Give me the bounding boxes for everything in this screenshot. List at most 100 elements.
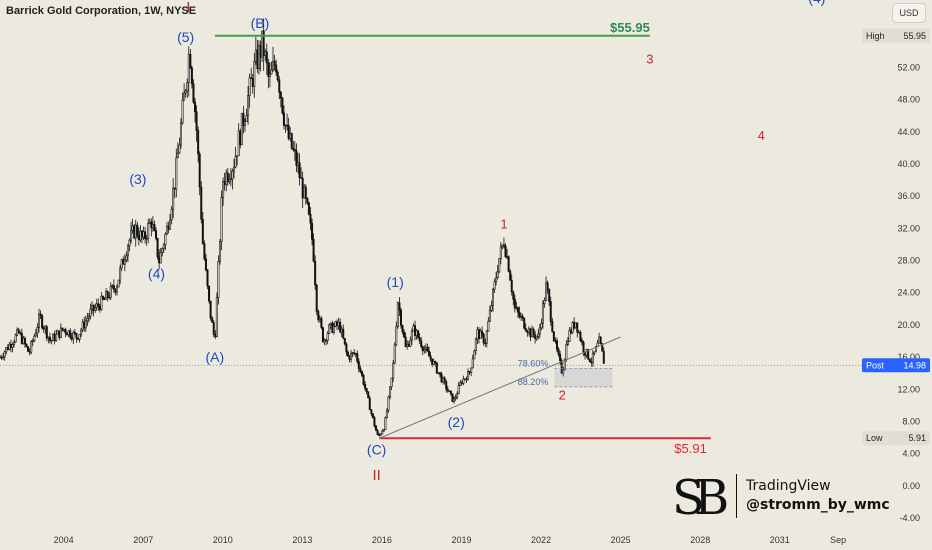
- candle-body: [306, 197, 309, 204]
- candle-body: [314, 260, 317, 286]
- candle-body: [487, 320, 490, 332]
- candle-body: [290, 133, 293, 149]
- candle-body: [389, 386, 392, 398]
- candle-body: [251, 78, 254, 87]
- candle-body: [538, 327, 541, 335]
- candle-body: [562, 369, 565, 374]
- candle-body: [97, 303, 100, 307]
- candle-body: [537, 333, 540, 337]
- candle-body: [48, 336, 51, 341]
- candle-body: [381, 430, 384, 435]
- candle-body: [194, 101, 197, 113]
- candle-body: [36, 327, 39, 334]
- candle-body: [470, 367, 473, 373]
- candle-body: [520, 316, 523, 318]
- candle-body: [456, 393, 459, 398]
- candle-body: [165, 225, 168, 235]
- candle-body: [490, 305, 493, 311]
- wave-label: 3: [646, 52, 653, 67]
- svg-text:55.95: 55.95: [903, 31, 926, 41]
- candle-body: [445, 381, 448, 390]
- candle-body: [147, 223, 150, 239]
- candle-body: [498, 258, 501, 273]
- candle-body: [582, 341, 585, 354]
- candle-body: [414, 325, 417, 336]
- candle-body: [243, 121, 246, 126]
- candle-body: [484, 342, 487, 345]
- candle-body: [410, 330, 413, 341]
- y-axis-tick-label: 44.00: [897, 127, 920, 137]
- candle-body: [136, 224, 139, 236]
- candle-body: [286, 124, 289, 127]
- candle-body: [473, 350, 476, 360]
- candle-body: [47, 336, 50, 339]
- candle-body: [385, 409, 388, 419]
- candle-body: [532, 328, 535, 336]
- candle-body: [262, 30, 265, 57]
- candle-body: [173, 187, 176, 190]
- candle-body: [223, 181, 226, 185]
- candle-body: [19, 332, 22, 334]
- candle-body: [434, 361, 437, 364]
- candle-body: [273, 61, 276, 66]
- candle-body: [516, 307, 519, 313]
- candle-body: [373, 417, 376, 427]
- candle-body: [559, 353, 562, 361]
- candle-body: [307, 202, 310, 215]
- candle-body: [11, 344, 14, 348]
- candle-body: [14, 334, 17, 343]
- brand-divider: [736, 474, 737, 518]
- candle-body: [175, 157, 178, 190]
- x-axis-tick-label: 2004: [54, 535, 74, 545]
- y-axis-tick-label: 4.00: [902, 449, 920, 459]
- y-axis-tick-label: 52.00: [897, 63, 920, 73]
- candle-body: [34, 332, 37, 337]
- candle-body: [8, 344, 11, 350]
- candle-body: [55, 333, 58, 342]
- candle-body: [267, 62, 270, 77]
- candle-body: [2, 356, 5, 359]
- candle-body: [329, 322, 332, 326]
- candle-body: [459, 382, 462, 386]
- candle-body: [421, 346, 424, 352]
- candle-body: [77, 337, 80, 340]
- candle-body: [460, 382, 463, 384]
- svg-text:Post: Post: [866, 360, 885, 370]
- candle-body: [598, 336, 601, 344]
- candle-body: [176, 152, 179, 159]
- candle-body: [172, 187, 175, 210]
- candle-body: [83, 321, 86, 329]
- y-axis-tick-label: 16.00: [897, 352, 920, 362]
- candle-body: [225, 172, 228, 185]
- candle-body: [442, 377, 445, 383]
- candle-body: [75, 333, 78, 339]
- candle-body: [270, 69, 273, 75]
- low-price-badge: Low 5.91: [862, 431, 930, 446]
- y-axis-tick-label: 20.00: [897, 320, 920, 330]
- candle-body: [66, 332, 69, 336]
- candle-body: [167, 225, 170, 230]
- candle-body: [69, 330, 72, 338]
- candle-body: [23, 337, 26, 345]
- candle-body: [203, 243, 206, 260]
- currency-button[interactable]: USD: [892, 3, 926, 23]
- candle-body: [585, 349, 588, 356]
- candle-body: [237, 130, 240, 157]
- candle-body: [462, 378, 465, 384]
- candle-body: [560, 360, 563, 374]
- candle-body: [367, 391, 370, 399]
- candle-body: [362, 375, 365, 385]
- trendline[interactable]: [379, 336, 621, 439]
- candle-body: [415, 330, 418, 336]
- candle-body: [521, 316, 524, 319]
- candle-body: [393, 344, 396, 364]
- candle-body: [257, 45, 260, 70]
- candle-body: [588, 358, 591, 362]
- candle-body: [131, 225, 134, 231]
- candle-body: [481, 330, 484, 335]
- wave-label: (3): [129, 171, 146, 187]
- candle-body: [420, 340, 423, 348]
- candle-body: [435, 362, 438, 374]
- candle-body: [245, 115, 248, 122]
